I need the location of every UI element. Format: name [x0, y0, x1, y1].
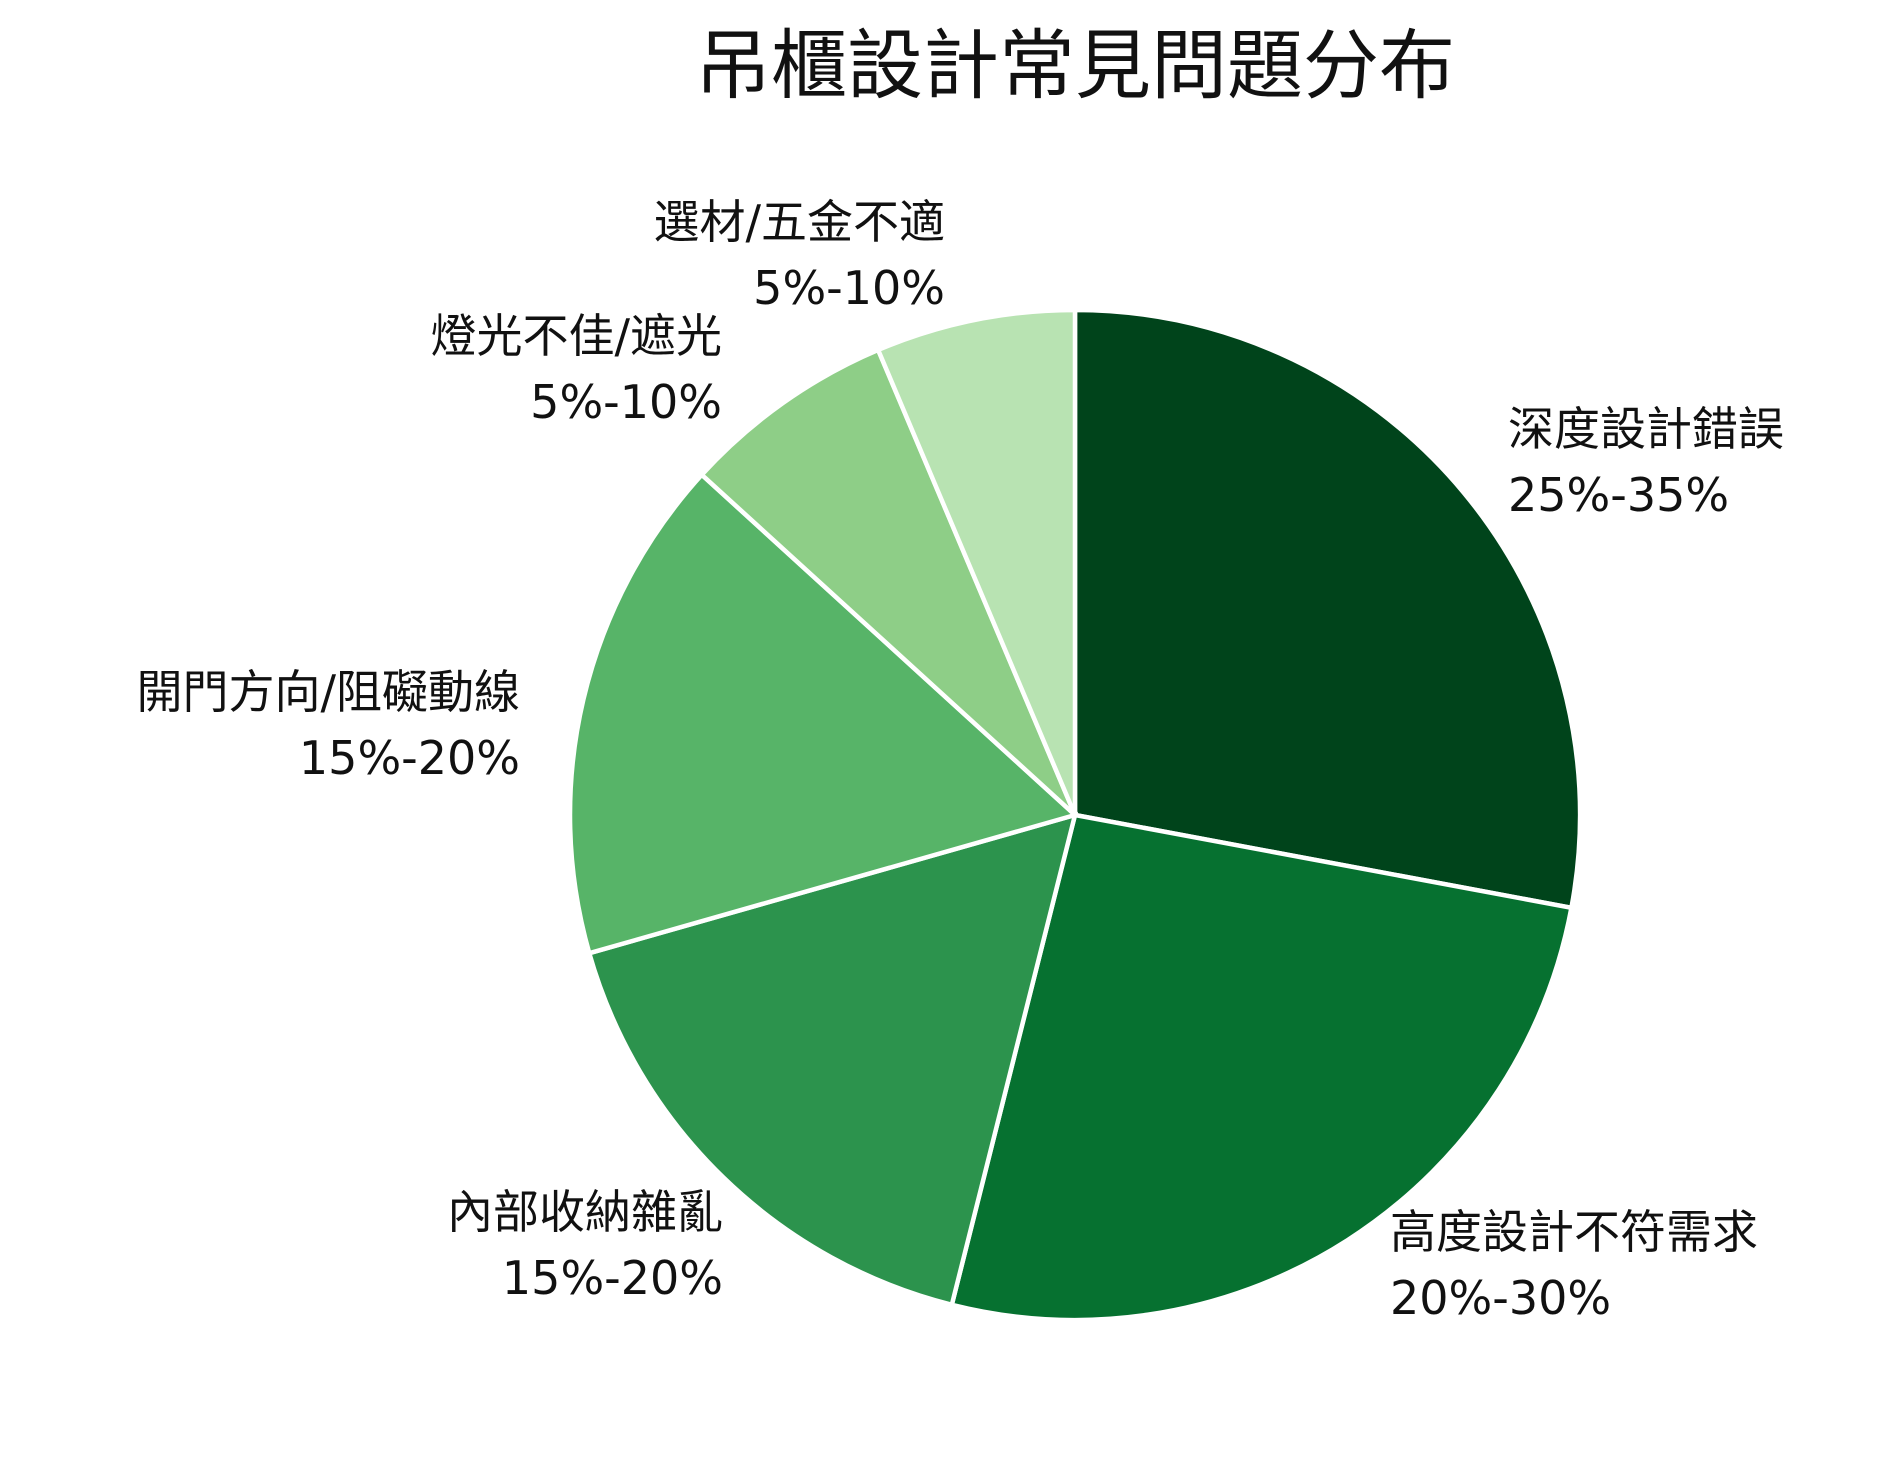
- pie-slice-4: [567, 471, 1080, 956]
- slice-range-6: 5%-10%: [753, 261, 945, 315]
- slice-label-5: 燈光不佳/遮光: [431, 309, 723, 363]
- pie-slice-1: [1072, 307, 1583, 911]
- pie-labels: 深度設計錯誤 25%-35% 高度設計不符需求 20%-30% 內部收納雜亂 15%-20…: [137, 195, 1785, 1325]
- pie-slice-5: [698, 346, 1078, 817]
- slice-range-4: 15%-20%: [299, 731, 520, 785]
- slice-label-6: 選材/五金不適: [654, 195, 946, 249]
- slice-range-3: 15%-20%: [502, 1251, 723, 1305]
- pie-slices: [567, 307, 1583, 1323]
- pie-slice-3: [586, 811, 1079, 1308]
- pie-slice-2: [949, 812, 1575, 1323]
- slice-label-2: 高度設計不符需求: [1390, 1205, 1758, 1259]
- slice-label-1: 深度設計錯誤: [1508, 402, 1784, 456]
- slice-label-3: 內部收納雜亂: [447, 1185, 723, 1239]
- slice-label-4: 開門方向/阻礙動線: [137, 665, 521, 719]
- slice-range-2: 20%-30%: [1390, 1271, 1611, 1325]
- slice-range-5: 5%-10%: [530, 375, 722, 429]
- pie-slice-6: [875, 307, 1078, 816]
- chart-title: 吊櫃設計常見問題分布: [695, 21, 1455, 110]
- slice-range-1: 25%-35%: [1508, 468, 1729, 522]
